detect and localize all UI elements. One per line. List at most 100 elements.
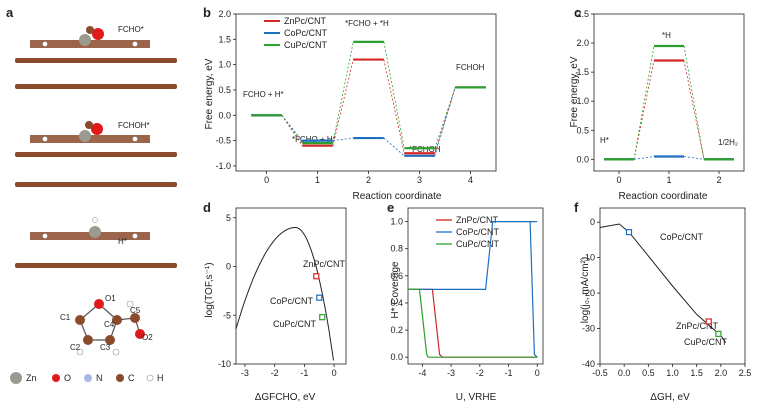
panel-c-ylabel: Free energy, eV [569,56,580,127]
panel-e-legend: ZnPc/CNT CoPc/CNT CuPc/CNT [436,215,500,249]
connector-CoPc/CNT-1 [332,137,354,142]
panel-e-ytick-label: 0.2 [390,325,403,335]
panel-e-xtick-label: -4 [418,368,426,378]
panel-d-ylabel: log(TOF,s⁻¹) [204,262,215,317]
state-b-2: *FCHO + *H [345,19,389,28]
atom-c2: C2 [70,343,81,352]
panel-b-xlabel: Reaction coordinate [353,191,442,202]
legend-n: N [96,373,103,383]
panel-f-xlabel: ΔGH, eV [650,392,690,403]
legend-b-zn: ZnPc/CNT [284,16,327,26]
panel-d-ytick-label: -5 [223,310,231,320]
panel-d-xtick-label: -1 [300,368,308,378]
plot-layer: 0 1 2 3 4 -1.0 -0.5 0.0 0.5 1.0 1.5 2.0 0 1 2 0.0 0.5 1.0… [215,9,751,378]
connector-c-CuPc/CNT-0 [633,45,655,160]
volcano-curve [235,227,334,361]
connector-c-ZnPc/CNT-1 [683,60,705,160]
panel-e-xlabel: U, VRHE [456,392,497,403]
label-f-zn: ZnPc/CNT [676,321,719,331]
panel-c-ytick-label: 1.0 [576,96,589,106]
point-d-CuPc/CNT [319,314,326,321]
legend-swatch-c [116,374,124,382]
panel-b-ytick-label: 0.0 [218,110,231,120]
legend-c: C [128,373,135,383]
panel-d-xtick-label: -2 [271,368,279,378]
label-f-cu: CuPc/CNT [684,337,728,347]
panel-b-legend: ZnPc/CNT CoPc/CNT CuPc/CNT [264,16,328,50]
legend-swatch-o [52,374,60,382]
point-f-ZnPc/CNT [705,318,712,325]
legend-swatch-n [84,374,92,382]
panel-e-xtick-label: -3 [447,368,455,378]
panel-e-xtick-label: 0 [535,368,540,378]
structure-fchoh: FCHOH* [15,121,177,187]
panel-e-xtick-label: -2 [476,368,484,378]
panel-d-ytick-label: 0 [226,262,231,272]
panel-b-ytick-label: 1.5 [218,34,231,44]
legend-o: O [64,373,71,383]
legend-zn: Zn [26,373,37,383]
panel-e-xtick-label: -1 [505,368,513,378]
panel-c-xtick-label: 0 [616,175,621,185]
structure-h: H* [15,217,177,268]
panel-c-xlabel: Reaction coordinate [619,191,708,202]
label-d-cu: CuPc/CNT [273,319,317,329]
panel-d-ytick-label: -10 [218,359,231,369]
legend-swatch-h [146,374,154,382]
panel-b-ytick-label: 1.0 [218,60,231,70]
panel-c-ytick-label: 0.5 [576,125,589,135]
connector-c-ZnPc/CNT-0 [633,60,655,160]
panel-e-ytick-label: 0.0 [390,352,403,362]
panel-d-label: d [203,200,211,215]
panel-c-plot: 0 1 2 0.0 0.5 1.0 1.5 2.0 2.5 [576,9,745,185]
panel-f-xtick-label: 1.0 [666,368,679,378]
panel-d-xtick-label: -3 [241,368,249,378]
panel-f-label: f [574,200,579,215]
molecule-diagram [75,299,145,356]
legend-e-co: CoPc/CNT [456,227,500,237]
panel-f-ytick-label: -10 [582,253,595,263]
point-d-ZnPc/CNT [313,273,320,280]
state-b-0: FCHO + H* [243,90,284,99]
point-f-CuPc/CNT [715,330,722,337]
panel-e-ytick-label: 0.4 [390,298,403,308]
state-b-4: FCHOH [456,63,485,72]
series-e-ZnPc/CNT [408,288,538,358]
panel-e-frame [407,207,544,365]
structure-fchoh-label: FCHOH* [118,121,150,130]
panel-f-plot: -0.5 0.0 0.5 1.0 1.5 2.0 2.5 -40 -30 -20 -10 0 [582,207,751,378]
panel-f-xtick-label: 0.5 [642,368,655,378]
connector-c-CoPc/CNT-1 [683,156,705,160]
panel-f-ytick-label: 0 [590,217,595,227]
panel-c-xtick-label: 1 [666,175,671,185]
panel-d-xtick-label: 0 [332,368,337,378]
atom-c3: C3 [100,343,111,352]
panel-b-ylabel: Free energy, eV [204,58,215,129]
connector-CuPc/CNT-2 [383,41,405,149]
panel-c-ytick-label: 0.0 [576,154,589,164]
point-f-CoPc/CNT [625,229,633,236]
panel-c-ytick-label: 1.5 [576,67,589,77]
connector-ZnPc/CNT-1 [332,59,354,146]
panel-f-xtick-label: 0.0 [618,368,631,378]
label-f-co: CoPc/CNT [660,232,704,242]
legend-h: H [157,373,164,383]
structure-fcho: FCHO* [15,25,177,89]
state-b-1: *FCHO + H* [292,135,336,144]
series-e-CoPc/CNT [408,221,538,358]
atom-c1: C1 [60,313,71,322]
panel-a: a FCHO* FCHOH* [6,5,177,384]
structure-h-label: H* [118,237,127,246]
panel-d-xlabel: ΔGFCHO, eV [255,392,316,403]
connector-c-CoPc/CNT-0 [633,156,655,160]
legend-e-zn: ZnPc/CNT [456,215,499,225]
series-e-CuPc/CNT [408,288,538,358]
atom-c4: C4 [104,320,115,329]
connector-CuPc/CNT-1 [332,41,354,144]
panel-b-ytick-label: -1.0 [215,161,231,171]
legend-swatch-zn [10,372,22,384]
panel-b-ytick-label: 0.5 [218,85,231,95]
panel-c-label: c [574,5,581,20]
structure-fcho-label: FCHO* [118,25,144,34]
